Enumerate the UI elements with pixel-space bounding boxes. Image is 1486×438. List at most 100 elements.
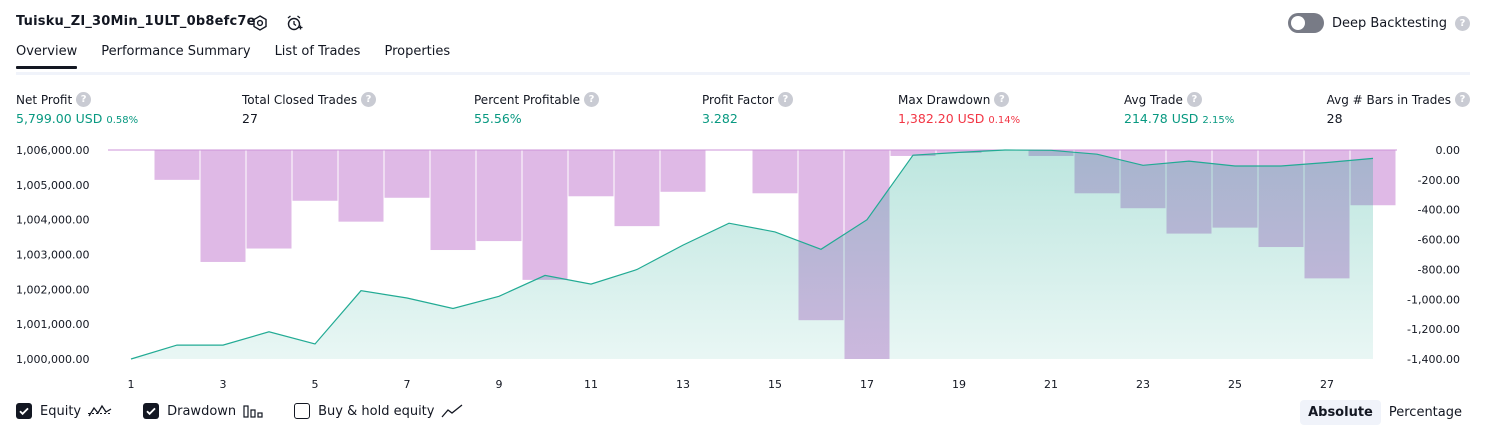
x-axis-tick-label: 21 xyxy=(1044,378,1058,391)
metric-label: Total Closed Trades xyxy=(242,92,358,107)
equity-line-icon xyxy=(87,403,113,419)
info-icon[interactable]: ? xyxy=(1186,92,1202,107)
drawdown-bar xyxy=(292,150,338,201)
right-axis-tick-label: -400.00 xyxy=(1418,204,1460,217)
x-axis-tick-label: 5 xyxy=(312,378,319,391)
info-icon[interactable]: ? xyxy=(1455,92,1470,107)
legend-buy-hold-label: Buy & hold equity xyxy=(318,403,435,419)
drawdown-bar xyxy=(430,150,476,251)
legend-buy-hold-equity[interactable]: Buy & hold equity xyxy=(294,403,464,419)
equity-checkbox[interactable] xyxy=(16,403,32,419)
legend-drawdown[interactable]: Drawdown xyxy=(143,403,264,419)
help-icon[interactable]: ? xyxy=(1455,15,1470,31)
info-icon[interactable]: ? xyxy=(583,92,599,107)
tab-properties[interactable]: Properties xyxy=(384,44,451,59)
settings-icon[interactable] xyxy=(250,13,270,33)
metric-percent: 0.58% xyxy=(106,115,139,126)
metric-avg-bars-in-trades: Avg # Bars in Trades? 28 xyxy=(1327,92,1470,126)
add-alert-icon[interactable] xyxy=(284,13,304,33)
equity-drawdown-chart[interactable]: 1,006,000.00 1,005,000.00 1,004,000.00 1,00… xyxy=(0,140,1486,395)
metric-net-profit: Net Profit? 5,799.00 USD 0.58% xyxy=(16,92,138,126)
drawdown-bar xyxy=(476,150,522,242)
tab-bar: Overview Performance Summary List of Tra… xyxy=(16,44,474,69)
drawdown-bar xyxy=(660,150,706,192)
legend-equity[interactable]: Equity xyxy=(16,403,113,419)
metric-label: Profit Factor xyxy=(702,92,774,107)
metric-label: Max Drawdown xyxy=(898,92,991,107)
metric-value: 5,799.00 USD xyxy=(16,111,103,126)
metric-value: 3.282 xyxy=(702,111,738,126)
legend-drawdown-label: Drawdown xyxy=(167,403,237,419)
percentage-button[interactable]: Percentage xyxy=(1388,405,1462,420)
x-axis-tick-label: 1 xyxy=(128,378,135,391)
metric-profit-factor: Profit Factor? 3.282 xyxy=(702,92,793,126)
deep-backtesting-control: Deep Backtesting ? xyxy=(1287,13,1470,33)
right-axis-tick-label: -1,000.00 xyxy=(1407,293,1460,306)
drawdown-bar xyxy=(936,150,982,153)
x-axis-tick-label: 13 xyxy=(676,378,690,391)
info-icon[interactable]: ? xyxy=(361,92,377,107)
metric-value: 27 xyxy=(242,111,258,126)
left-axis-tick-label: 1,000,000.00 xyxy=(16,353,89,366)
drawdown-bar xyxy=(246,150,292,249)
strategy-name: Tuisku_ZI_30Min_1ULT_0b8efc7e xyxy=(16,14,256,29)
metrics-row: Net Profit? 5,799.00 USD 0.58% Total Clos… xyxy=(16,92,1470,132)
legend-equity-label: Equity xyxy=(40,403,82,419)
drawdown-bar xyxy=(384,150,430,198)
info-icon[interactable]: ? xyxy=(777,92,793,107)
toggle-knob xyxy=(1290,16,1305,30)
left-axis-tick-label: 1,006,000.00 xyxy=(16,144,89,157)
info-icon[interactable]: ? xyxy=(994,92,1010,107)
x-axis-tick-label: 25 xyxy=(1228,378,1242,391)
metric-label: Percent Profitable xyxy=(474,92,580,107)
equity-fill xyxy=(131,150,1373,359)
metric-avg-trade: Avg Trade? 214.78 USD 2.15% xyxy=(1124,92,1234,126)
absolute-button[interactable]: Absolute xyxy=(1300,400,1381,425)
chart-legend: Equity Drawdown Buy & hold equity xyxy=(16,403,494,419)
tab-overview[interactable]: Overview xyxy=(16,44,78,69)
right-axis-tick-label: 0.00 xyxy=(1436,144,1461,157)
equity-line xyxy=(130,149,1374,360)
buy-hold-checkbox[interactable] xyxy=(294,403,311,419)
equity-area xyxy=(130,149,1374,360)
deep-backtesting-toggle[interactable] xyxy=(1287,13,1324,33)
tab-performance-summary[interactable]: Performance Summary xyxy=(101,44,251,59)
metric-value: 214.78 USD xyxy=(1124,111,1199,126)
drawdown-bar xyxy=(568,150,614,197)
metric-percent-profitable: Percent Profitable? 55.56% xyxy=(474,92,599,126)
metric-max-drawdown: Max Drawdown? 1,382.20 USD 0.14% xyxy=(898,92,1020,126)
right-axis-tick-label: -200.00 xyxy=(1418,174,1460,187)
drawdown-bar xyxy=(614,150,660,227)
tab-list-of-trades[interactable]: List of Trades xyxy=(274,44,361,59)
x-axis-tick-label: 11 xyxy=(584,378,598,391)
x-axis-tick-label: 23 xyxy=(1136,378,1150,391)
drawdown-bar xyxy=(200,150,246,262)
buy-hold-line-icon xyxy=(440,403,464,419)
left-axis-tick-label: 1,001,000.00 xyxy=(16,318,89,331)
x-axis-tick-label: 15 xyxy=(768,378,782,391)
x-axis-tick-label: 19 xyxy=(952,378,966,391)
drawdown-bar xyxy=(522,150,568,280)
x-axis-tick-label: 27 xyxy=(1320,378,1334,391)
drawdown-checkbox[interactable] xyxy=(143,403,160,419)
x-axis-tick-label: 7 xyxy=(404,378,411,391)
metric-value: 1,382.20 USD xyxy=(898,111,985,126)
metric-label: Net Profit xyxy=(16,92,73,107)
metric-percent: 0.14% xyxy=(988,115,1021,126)
chart-axes: 1,006,000.00 1,005,000.00 1,004,000.00 1,00… xyxy=(16,144,1460,391)
info-icon[interactable]: ? xyxy=(76,92,92,107)
metric-label: Avg Trade xyxy=(1124,92,1183,107)
metric-value: 28 xyxy=(1326,111,1343,126)
metric-value: 55.56% xyxy=(474,111,522,126)
metric-label: Avg # Bars in Trades xyxy=(1326,92,1451,107)
x-axis-tick-label: 17 xyxy=(860,378,874,391)
drawdown-bar xyxy=(154,150,200,180)
deep-backtesting-label: Deep Backtesting xyxy=(1331,15,1447,31)
right-axis-tick-label: -600.00 xyxy=(1418,234,1460,247)
x-axis-tick-label: 3 xyxy=(220,378,227,391)
metric-percent: 2.15% xyxy=(1202,115,1235,126)
drawdown-bar xyxy=(338,150,384,222)
left-axis-tick-label: 1,003,000.00 xyxy=(16,249,89,262)
drawdown-bars-icon xyxy=(242,403,264,419)
left-axis-tick-label: 1,005,000.00 xyxy=(16,179,89,192)
